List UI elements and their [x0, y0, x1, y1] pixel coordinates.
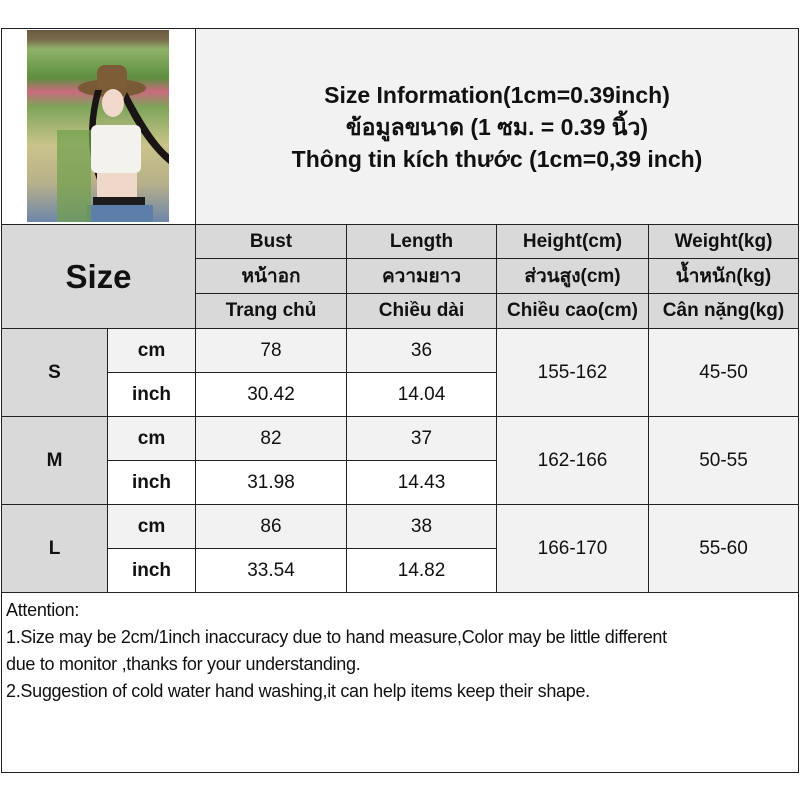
header-length-vi: Chiều dài — [346, 293, 497, 329]
title-vietnamese: Thông tin kích thước (1cm=0,39 inch) — [291, 145, 703, 172]
unit-inch: inch — [107, 460, 196, 505]
m-length-inch: 14.43 — [346, 460, 497, 505]
header-length-en: Length — [346, 224, 497, 259]
m-height: 162-166 — [496, 416, 649, 505]
s-length-cm: 36 — [346, 328, 497, 373]
s-height: 155-162 — [496, 328, 649, 417]
unit-cm: cm — [107, 416, 196, 461]
m-bust-cm: 82 — [195, 416, 347, 461]
m-length-cm: 37 — [346, 416, 497, 461]
unit-cm: cm — [107, 328, 196, 373]
attention-heading: Attention: — [6, 600, 80, 620]
attention-notes: Attention: 1.Size may be 2cm/1inch inacc… — [1, 592, 799, 773]
header-weight-en: Weight(kg) — [648, 224, 799, 259]
product-photo — [27, 30, 169, 222]
m-weight: 50-55 — [648, 416, 799, 505]
header-height-en: Height(cm) — [496, 224, 649, 259]
l-bust-inch: 33.54 — [195, 548, 347, 593]
header-weight-th: น้ำหนัก(kg) — [648, 258, 799, 294]
attention-note-1-cont: due to monitor ,thanks for your understa… — [6, 654, 361, 674]
unit-inch: inch — [107, 548, 196, 593]
l-length-cm: 38 — [346, 504, 497, 549]
header-height-vi: Chiều cao(cm) — [496, 293, 649, 329]
size-info-title: Size Information(1cm=0.39inch) ข้อมูลขนา… — [195, 28, 799, 225]
size-header: Size — [1, 224, 196, 329]
header-length-th: ความยาว — [346, 258, 497, 294]
size-l-label: L — [1, 504, 108, 593]
header-bust-th: หน้าอก — [195, 258, 347, 294]
l-length-inch: 14.82 — [346, 548, 497, 593]
unit-inch: inch — [107, 372, 196, 417]
title-thai: ข้อมูลขนาด (1 ซม. = 0.39 นิ้ว) — [345, 113, 649, 140]
unit-cm: cm — [107, 504, 196, 549]
attention-note-1: 1.Size may be 2cm/1inch inaccuracy due t… — [6, 627, 667, 647]
header-height-th: ส่วนสูง(cm) — [496, 258, 649, 294]
s-bust-inch: 30.42 — [195, 372, 347, 417]
l-bust-cm: 86 — [195, 504, 347, 549]
size-s-label: S — [1, 328, 108, 417]
size-m-label: M — [1, 416, 108, 505]
m-bust-inch: 31.98 — [195, 460, 347, 505]
model-illustration — [57, 65, 169, 222]
header-bust-en: Bust — [195, 224, 347, 259]
s-bust-cm: 78 — [195, 328, 347, 373]
header-weight-vi: Cân nặng(kg) — [648, 293, 799, 329]
attention-note-2: 2.Suggestion of cold water hand washing,… — [6, 681, 590, 701]
s-weight: 45-50 — [648, 328, 799, 417]
title-english: Size Information(1cm=0.39inch) — [324, 81, 670, 108]
header-bust-vi: Trang chủ — [195, 293, 347, 329]
s-length-inch: 14.04 — [346, 372, 497, 417]
l-height: 166-170 — [496, 504, 649, 593]
l-weight: 55-60 — [648, 504, 799, 593]
